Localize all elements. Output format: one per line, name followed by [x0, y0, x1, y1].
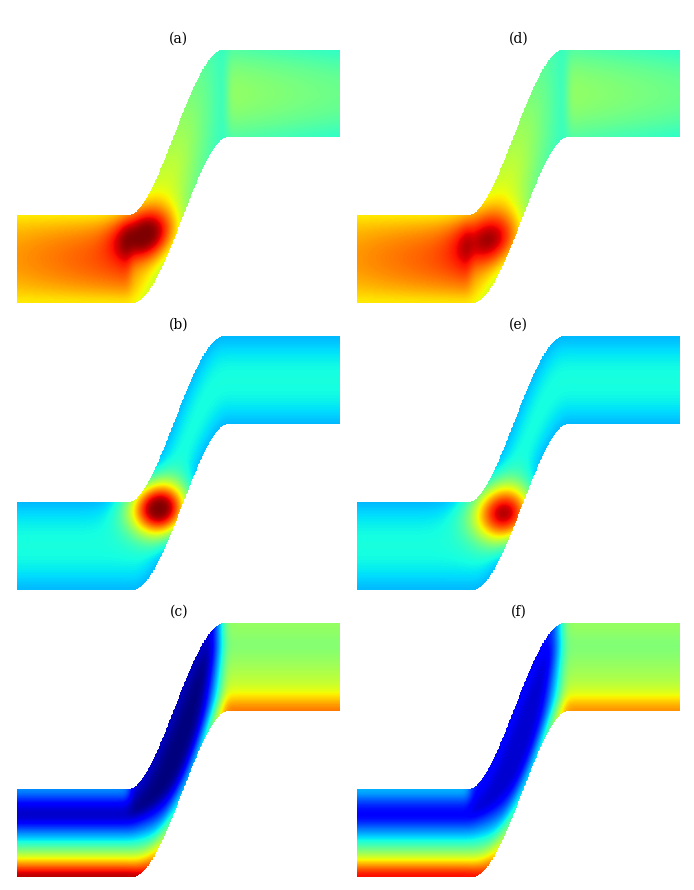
Text: (b): (b) — [169, 318, 189, 332]
Text: (a): (a) — [169, 31, 188, 45]
Text: (f): (f) — [511, 604, 527, 619]
Text: (c): (c) — [169, 604, 188, 619]
Text: (d): (d) — [509, 31, 529, 45]
Text: (e): (e) — [509, 318, 528, 332]
